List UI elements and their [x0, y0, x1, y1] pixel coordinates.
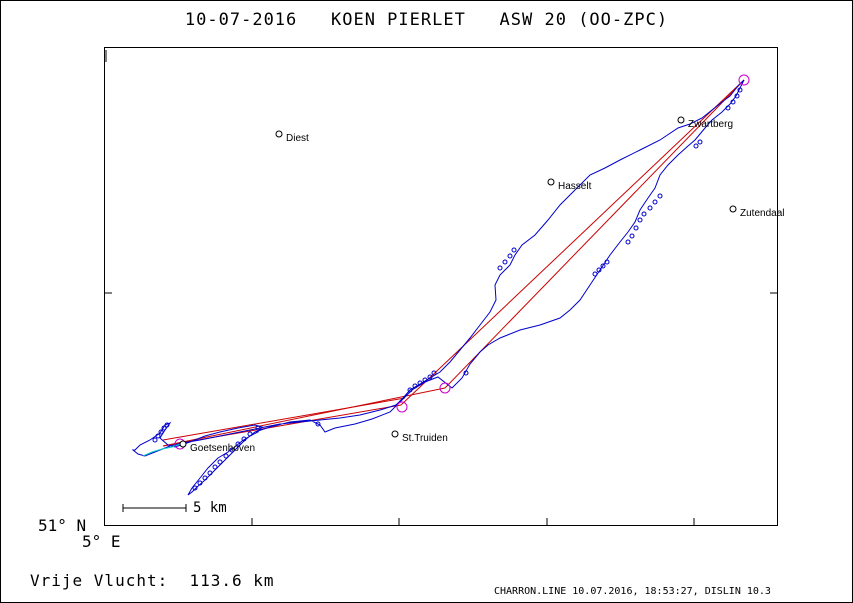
distance-summary: Vrije Vlucht: 113.6 km	[30, 571, 275, 590]
town-marker	[275, 130, 283, 138]
town-marker	[391, 430, 399, 438]
start-track	[142, 443, 181, 457]
turnpoint-marker	[396, 401, 408, 413]
town-label-diest: Diest	[286, 133, 309, 144]
town-marker	[547, 178, 555, 186]
town-label-zwartberg: Zwartberg	[688, 119, 734, 130]
town-marker	[677, 116, 685, 124]
scale-label: 5 km	[193, 500, 227, 516]
town-label-goetsenhoven: Goetsenhoven	[190, 443, 256, 454]
pilot-name: KOEN PIERLET	[331, 10, 466, 30]
distance-value: 113.6 km	[189, 571, 275, 590]
footer-info: CHARRON.LINE 10.07.2016, 18:53:27, DISLI…	[494, 586, 771, 597]
town-marker	[179, 440, 187, 448]
town-label-zutendaal: Zutendaal	[740, 208, 785, 219]
town-markers	[179, 116, 737, 448]
thermal-markers	[152, 87, 743, 491]
map-plot-area	[104, 47, 778, 526]
scale-bar	[122, 504, 187, 512]
flight-date: 10-07-2016	[184, 10, 298, 30]
turnpoint-marker	[439, 382, 451, 394]
task-lines	[162, 79, 745, 447]
glider-name: ASW 20 (OO-ZPC)	[499, 10, 669, 30]
axis-ticks	[104, 50, 778, 526]
distance-label: Vrije Vlucht:	[30, 571, 169, 590]
turnpoints	[174, 74, 750, 450]
latitude-label: 51° N	[38, 516, 87, 535]
town-label-hasselt: Hasselt	[558, 181, 592, 192]
flight-title: 10-07-2016 KOEN PIERLET ASW 20 (OO-ZPC)	[0, 10, 853, 30]
turnpoint-marker	[738, 74, 750, 86]
town-label-st-truiden: St.Truiden	[402, 433, 448, 444]
longitude-label: 5° E	[82, 532, 121, 551]
town-marker	[729, 205, 737, 213]
